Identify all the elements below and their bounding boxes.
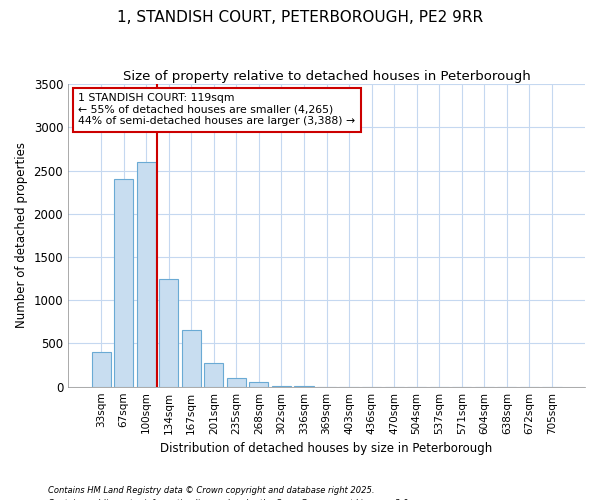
Bar (114, 179, 133, 386)
Title: Size of property relative to detached houses in Peterborough: Size of property relative to detached ho… (122, 70, 530, 83)
Text: 1, STANDISH COURT, PETERBOROUGH, PE2 9RR: 1, STANDISH COURT, PETERBOROUGH, PE2 9RR (117, 10, 483, 25)
Bar (92, 352, 110, 386)
Bar (204, 364, 223, 386)
Bar (250, 382, 268, 386)
X-axis label: Distribution of detached houses by size in Peterborough: Distribution of detached houses by size … (160, 442, 493, 455)
Bar (137, 162, 156, 386)
Bar (182, 330, 201, 386)
Bar (227, 378, 246, 386)
Text: Contains public sector information licensed under the Open Government Licence v3: Contains public sector information licen… (48, 498, 411, 500)
Bar (159, 278, 178, 386)
Y-axis label: Number of detached properties: Number of detached properties (15, 142, 28, 328)
Text: 1 STANDISH COURT: 119sqm
← 55% of detached houses are smaller (4,265)
44% of sem: 1 STANDISH COURT: 119sqm ← 55% of detach… (79, 93, 356, 126)
Text: Contains HM Land Registry data © Crown copyright and database right 2025.: Contains HM Land Registry data © Crown c… (48, 486, 374, 495)
